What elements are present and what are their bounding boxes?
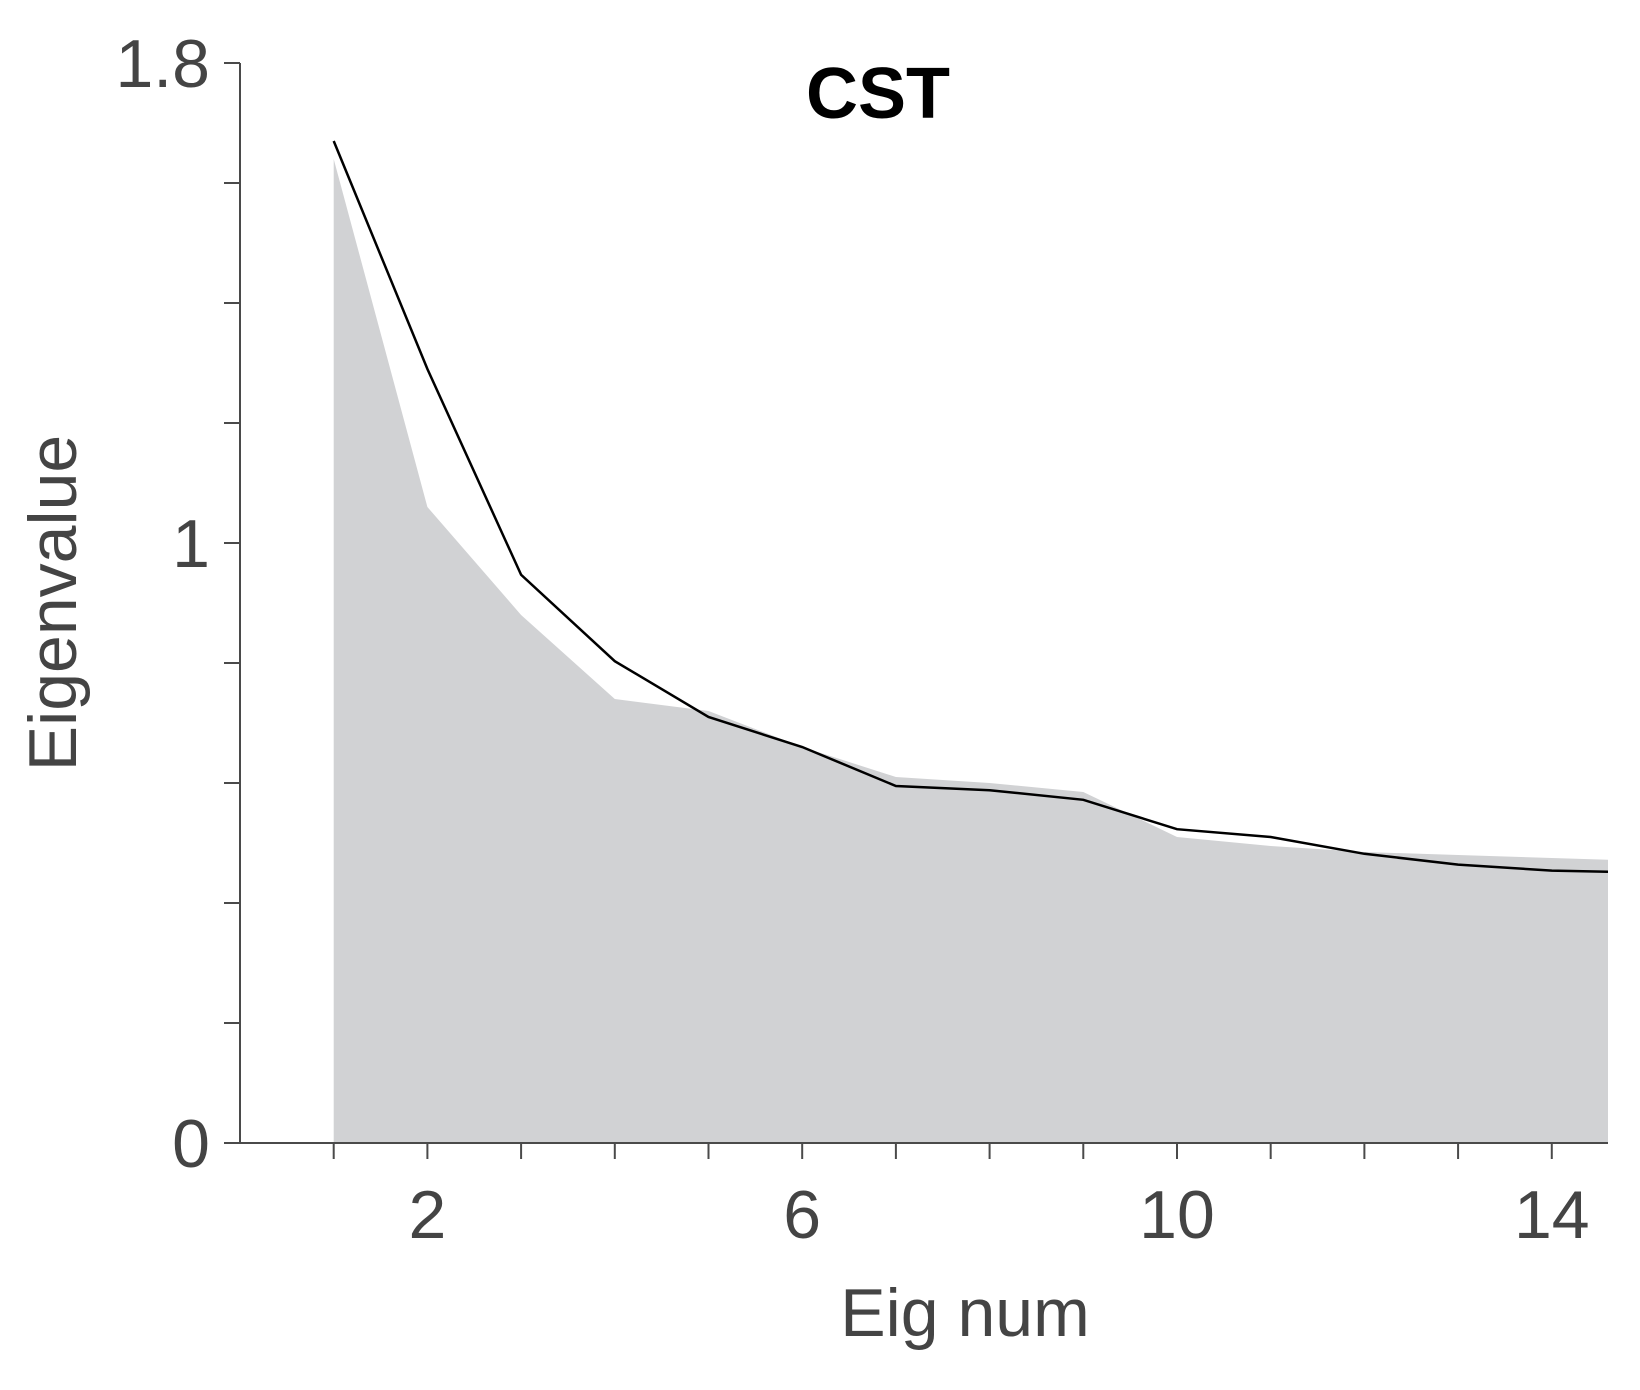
- y-axis-label: Eigenvalue: [15, 435, 91, 771]
- x-axis-label: Eig num: [840, 1275, 1089, 1351]
- chart-title: CST: [806, 54, 950, 134]
- plot-area: [332, 140, 1609, 1143]
- ticks: 2 6 10 14 0 1 1.8: [115, 26, 1589, 1253]
- x-tick-label: 2: [408, 1177, 446, 1253]
- series-area-0: [333, 159, 1609, 1143]
- axes: [239, 63, 1608, 1144]
- y-tick-label: 1: [172, 506, 210, 582]
- x-tick-label: 14: [1514, 1177, 1590, 1253]
- x-tick-label: 6: [783, 1177, 821, 1253]
- y-tick-label: 0: [172, 1106, 210, 1182]
- x-tick-label: 10: [1139, 1177, 1215, 1253]
- y-tick-label: 1.8: [115, 26, 210, 102]
